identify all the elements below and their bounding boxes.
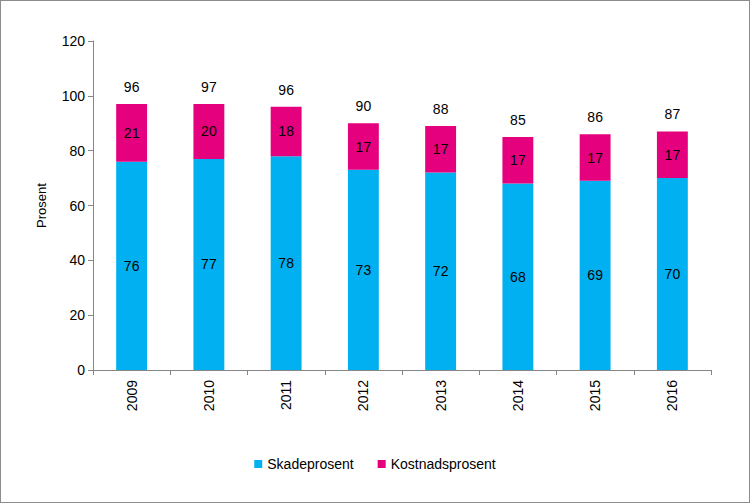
svg-text:2011: 2011 [278,380,294,410]
svg-text:21: 21 [124,125,140,141]
svg-text:Skadeprosent: Skadeprosent [267,456,354,472]
svg-text:17: 17 [665,147,681,163]
svg-text:0: 0 [77,362,85,378]
svg-text:17: 17 [433,141,449,157]
svg-text:97: 97 [201,79,217,95]
svg-text:68: 68 [510,269,526,285]
svg-text:70: 70 [665,266,681,282]
svg-text:2016: 2016 [664,380,680,411]
svg-text:100: 100 [62,88,86,104]
svg-text:18: 18 [278,123,294,139]
svg-text:73: 73 [356,262,372,278]
svg-text:86: 86 [587,109,603,125]
svg-text:120: 120 [62,33,86,49]
svg-text:72: 72 [433,263,449,279]
svg-text:17: 17 [587,150,603,166]
svg-text:20: 20 [201,123,217,139]
svg-text:78: 78 [278,255,294,271]
svg-text:2009: 2009 [124,380,140,411]
svg-text:96: 96 [278,82,294,98]
svg-text:2014: 2014 [510,380,526,411]
svg-text:20: 20 [69,307,85,323]
svg-text:17: 17 [356,139,372,155]
svg-text:Prosent: Prosent [34,183,49,228]
svg-text:40: 40 [69,252,85,268]
svg-text:80: 80 [69,143,85,159]
svg-text:17: 17 [510,152,526,168]
svg-text:85: 85 [510,112,526,128]
svg-text:90: 90 [356,98,372,114]
svg-text:2015: 2015 [587,380,603,411]
svg-text:Kostnadsprosent: Kostnadsprosent [391,456,496,472]
svg-text:69: 69 [587,267,603,283]
svg-text:76: 76 [124,258,140,274]
svg-text:2010: 2010 [201,380,217,411]
svg-text:87: 87 [665,106,681,122]
svg-text:77: 77 [201,256,217,272]
svg-text:96: 96 [124,79,140,95]
svg-text:60: 60 [69,198,85,214]
svg-text:2013: 2013 [433,380,449,411]
svg-text:2012: 2012 [355,380,371,411]
svg-text:88: 88 [433,101,449,117]
